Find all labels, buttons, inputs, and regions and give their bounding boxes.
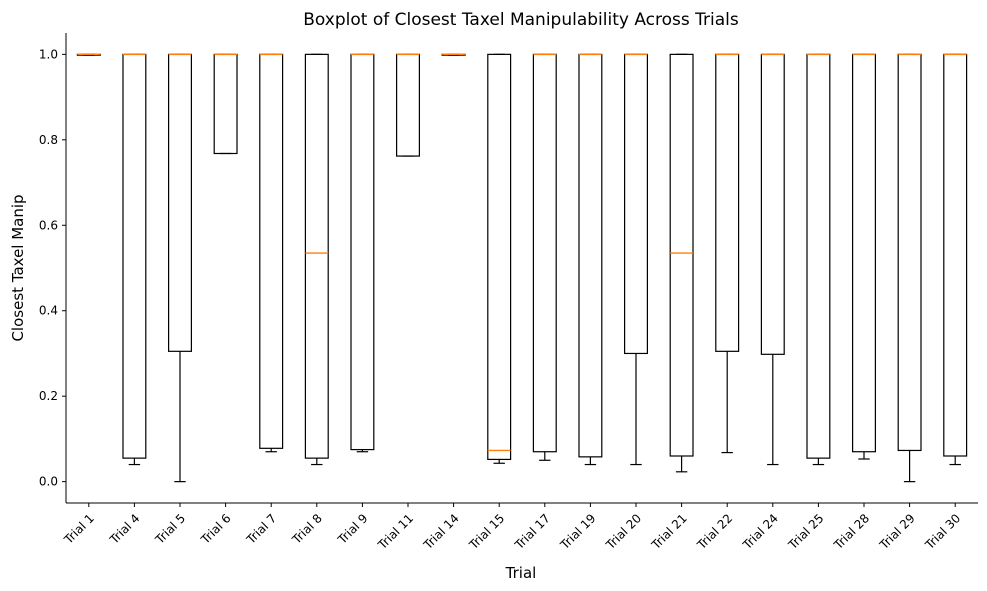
- y-tick-label: 0.2: [39, 389, 58, 403]
- box-group: [441, 53, 466, 56]
- x-tick-label: Trial 25: [785, 511, 826, 552]
- box-group: [532, 53, 557, 461]
- box-group: [897, 53, 922, 483]
- y-tick-label: 0.0: [39, 475, 58, 489]
- box-group: [669, 53, 694, 473]
- x-tick-label: Trial 14: [420, 511, 461, 552]
- box-group: [304, 53, 329, 466]
- x-tick-label: Trial 21: [648, 511, 689, 552]
- x-tick-label: Trial 17: [511, 511, 552, 552]
- box: [532, 53, 557, 453]
- x-tick-label: Trial 1: [61, 511, 97, 547]
- box-group: [122, 53, 147, 466]
- x-tick-label: Trial 24: [739, 511, 780, 552]
- box: [623, 53, 648, 355]
- box: [487, 53, 512, 461]
- box-group: [623, 53, 648, 466]
- x-tick-label: Trial 30: [922, 511, 963, 552]
- box: [806, 53, 831, 459]
- box: [943, 53, 968, 457]
- box: [669, 53, 694, 457]
- y-tick-label: 0.6: [39, 218, 58, 232]
- box-group: [168, 53, 193, 483]
- x-axis-label: Trial: [505, 564, 537, 582]
- box-group: [806, 53, 831, 466]
- x-tick-label: Trial 7: [243, 511, 279, 547]
- box-group: [259, 53, 284, 453]
- x-axis: Trial 1 Trial 4 Trial 5 Trial 6 Trial 7 Trial…: [61, 502, 978, 553]
- box-group: [578, 53, 603, 466]
- x-tick-label: Trial 20: [603, 511, 644, 552]
- box-group: [851, 53, 876, 460]
- x-tick-label: Trial 28: [831, 511, 872, 552]
- box: [760, 53, 785, 355]
- box: [304, 53, 329, 459]
- x-tick-label: Trial 8: [289, 511, 325, 547]
- x-tick-label: Trial 11: [375, 511, 416, 552]
- x-tick-label: Trial 4: [106, 511, 142, 547]
- box-group: [760, 53, 785, 466]
- box-group: [487, 53, 512, 464]
- box: [213, 53, 238, 155]
- y-tick-label: 1.0: [39, 47, 58, 61]
- x-tick-label: Trial 6: [198, 511, 234, 547]
- y-axis: 0.0 0.2 0.4 0.6 0.8 1.0: [39, 33, 67, 503]
- plot-area: [76, 53, 968, 483]
- box-group: [943, 53, 968, 466]
- box-group: [350, 53, 375, 453]
- box-group: [76, 53, 101, 56]
- box: [122, 53, 147, 459]
- x-tick-label: Trial 9: [334, 511, 370, 547]
- box: [715, 53, 740, 352]
- x-tick-label: Trial 15: [466, 511, 507, 552]
- box: [851, 53, 876, 453]
- box: [168, 53, 193, 352]
- box: [578, 53, 603, 458]
- box: [396, 53, 421, 157]
- x-tick-label: Trial 5: [152, 511, 188, 547]
- box-group: [396, 53, 421, 157]
- box-group: [715, 53, 740, 454]
- y-tick-label: 0.8: [39, 133, 58, 147]
- box: [259, 53, 284, 449]
- box: [897, 53, 922, 452]
- chart-title: Boxplot of Closest Taxel Manipulability …: [303, 10, 739, 30]
- x-tick-label: Trial 22: [694, 511, 735, 552]
- x-tick-label: Trial 19: [557, 511, 598, 552]
- x-tick-label: Trial 29: [876, 511, 917, 552]
- y-axis-label: Closest Taxel Manip: [9, 194, 27, 341]
- box: [350, 53, 375, 451]
- box-group: [213, 53, 238, 155]
- y-tick-label: 0.4: [39, 304, 58, 318]
